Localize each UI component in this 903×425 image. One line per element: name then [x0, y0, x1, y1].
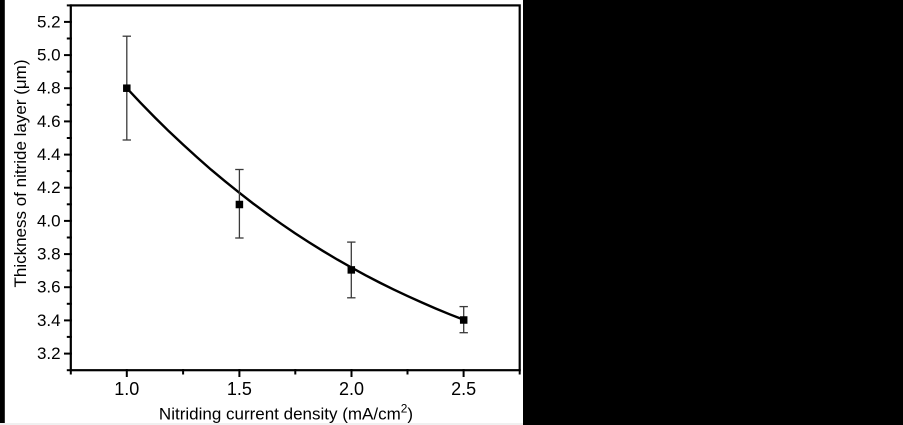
svg-text:2.0: 2.0 [339, 379, 364, 399]
svg-text:3.8: 3.8 [37, 245, 61, 264]
svg-text:5.2: 5.2 [37, 12, 61, 31]
svg-text:5.0: 5.0 [37, 46, 61, 65]
svg-text:Thickness of nitride layer (μm: Thickness of nitride layer (μm) [11, 59, 30, 287]
svg-text:3.4: 3.4 [37, 311, 61, 330]
svg-text:4.4: 4.4 [37, 145, 61, 164]
svg-text:4.0: 4.0 [37, 211, 61, 230]
svg-text:2.5: 2.5 [451, 379, 476, 399]
svg-text:3.6: 3.6 [37, 278, 61, 297]
svg-text:1.0: 1.0 [114, 379, 139, 399]
svg-text:4.2: 4.2 [37, 178, 61, 197]
svg-text:Nitriding current density (mA/: Nitriding current density (mA/cm2) [159, 401, 413, 423]
svg-text:4.6: 4.6 [37, 112, 61, 131]
svg-text:3.2: 3.2 [37, 344, 61, 363]
svg-text:4.8: 4.8 [37, 79, 61, 98]
svg-text:1.5: 1.5 [227, 379, 252, 399]
